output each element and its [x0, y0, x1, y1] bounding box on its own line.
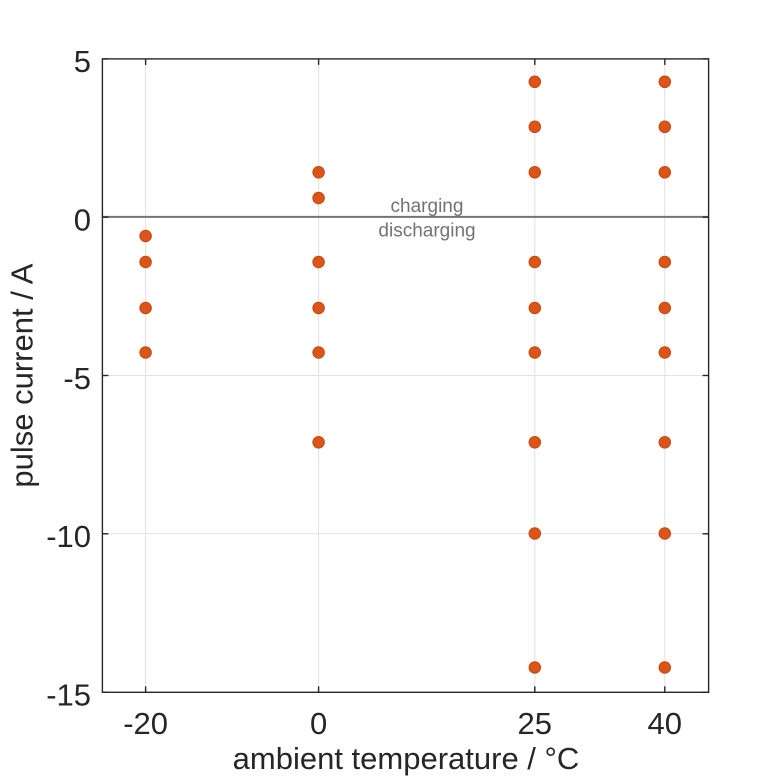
- svg-text:-5: -5: [63, 361, 91, 396]
- svg-text:charging: charging: [391, 196, 464, 217]
- svg-text:0: 0: [310, 706, 327, 741]
- svg-text:-15: -15: [46, 678, 91, 713]
- svg-text:0: 0: [74, 202, 91, 237]
- svg-text:25: 25: [518, 706, 552, 741]
- svg-text:pulse current / A: pulse current / A: [5, 263, 40, 487]
- svg-text:40: 40: [648, 706, 682, 741]
- svg-text:ambient temperature / °C: ambient temperature / °C: [233, 741, 580, 776]
- svg-text:-20: -20: [123, 706, 168, 741]
- svg-text:5: 5: [74, 44, 91, 79]
- svg-text:discharging: discharging: [378, 221, 475, 242]
- svg-text:-10: -10: [46, 519, 91, 554]
